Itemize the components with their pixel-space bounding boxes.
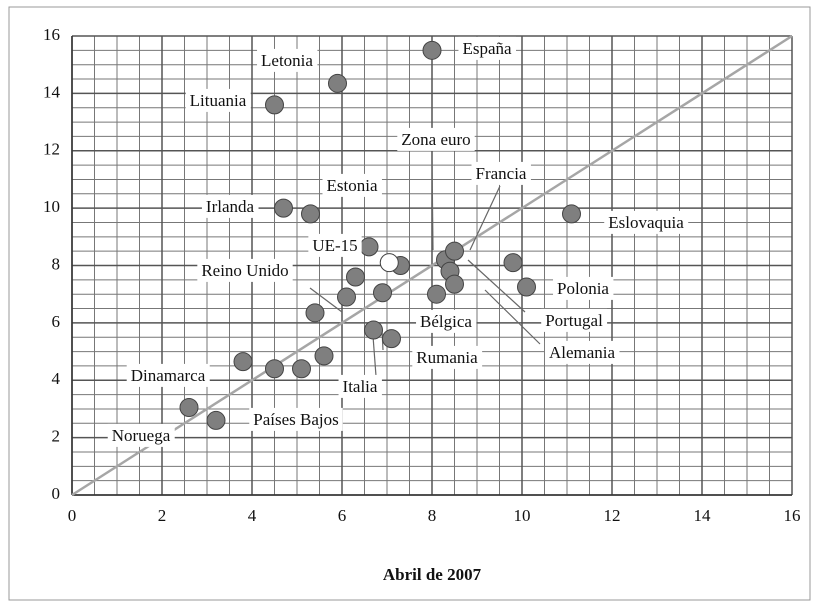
point	[337, 287, 356, 307]
annotation-box	[126, 363, 210, 387]
point	[328, 73, 347, 93]
leader-line	[467, 259, 526, 313]
annotation: Alemania	[549, 343, 616, 362]
point	[562, 204, 581, 224]
annotation: UE-15	[312, 236, 357, 255]
annotation: Zona euro	[401, 130, 470, 149]
leader-line	[469, 185, 501, 251]
annotation-box	[544, 340, 620, 364]
point	[314, 346, 334, 366]
x-tick-label: 8	[428, 506, 437, 525]
x-tick-label: 12	[604, 506, 621, 525]
point	[292, 359, 311, 379]
annotation-box	[185, 88, 251, 112]
x-tick-label: 6	[338, 506, 347, 525]
point	[517, 277, 536, 297]
annotation-box	[201, 194, 259, 218]
point	[265, 359, 284, 379]
annotation: Portugal	[545, 311, 603, 330]
annotation: España	[462, 39, 512, 58]
diagonal-line	[71, 34, 793, 497]
y-tick-label: 0	[52, 484, 61, 503]
point	[301, 204, 320, 224]
point	[233, 352, 253, 372]
annotation-box	[257, 48, 318, 72]
annotation: Letonia	[261, 51, 313, 70]
x-tick-label: 4	[248, 506, 257, 525]
annotation-box	[107, 423, 175, 447]
x-axis-label: Abril de 2007	[383, 565, 482, 584]
y-tick-label: 14	[43, 82, 61, 101]
leader-line	[309, 287, 343, 313]
point	[346, 267, 365, 287]
point	[359, 237, 379, 257]
annotation: Estonia	[327, 176, 378, 195]
leader-line	[372, 335, 377, 377]
annotation-box	[604, 210, 689, 234]
annotation: Noruega	[112, 426, 171, 445]
point	[206, 410, 226, 430]
x-tick-label: 16	[784, 506, 801, 525]
y-tick-label: 4	[52, 369, 61, 388]
annotation: Dinamarca	[131, 366, 206, 385]
point	[445, 241, 464, 261]
x-tick-label: 2	[158, 506, 167, 525]
annotation: Países Bajos	[253, 410, 338, 429]
annotation-box	[541, 308, 608, 332]
y-tick-label: 16	[43, 25, 60, 44]
annotation: Irlanda	[206, 197, 255, 216]
point	[364, 320, 383, 340]
y-tick-label: 8	[52, 254, 61, 273]
annotation-box	[308, 233, 362, 257]
point	[373, 283, 392, 303]
annotation-box	[197, 258, 293, 282]
annotation-box	[416, 309, 477, 333]
annotation: Polonia	[557, 279, 609, 298]
y-tick-label: 12	[43, 140, 60, 159]
x-tick-label: 14	[694, 506, 712, 525]
annotation-box	[471, 161, 531, 185]
annotation-box	[322, 173, 382, 197]
point	[305, 303, 325, 323]
annotation: Bélgica	[420, 312, 472, 331]
point	[422, 40, 442, 60]
annotation-box	[412, 345, 483, 369]
annotation: Eslovaquia	[608, 213, 684, 232]
y-tick-label: 10	[43, 197, 60, 216]
highlight-point	[379, 253, 399, 273]
annotation-box	[553, 276, 614, 300]
point	[445, 274, 464, 294]
y-tick-label: 6	[52, 312, 61, 331]
annotation: Lituania	[190, 91, 247, 110]
annotation: Reino Unido	[201, 261, 288, 280]
point	[179, 398, 199, 418]
x-tick-label: 10	[514, 506, 531, 525]
annotation: Francia	[476, 164, 527, 183]
y-tick-label: 2	[52, 427, 61, 446]
leader-line	[431, 159, 434, 251]
annotation-box	[458, 36, 516, 60]
point	[427, 284, 446, 304]
point	[274, 198, 293, 218]
leader-line	[484, 289, 541, 345]
annotation-box	[397, 127, 475, 151]
annotation: Italia	[343, 377, 378, 396]
annotation: Rumania	[416, 348, 478, 367]
annotation-box	[249, 407, 343, 431]
annotation-box	[338, 374, 382, 398]
point	[382, 329, 401, 349]
x-tick-label: 0	[68, 506, 77, 525]
point	[503, 253, 523, 273]
point	[265, 95, 284, 115]
